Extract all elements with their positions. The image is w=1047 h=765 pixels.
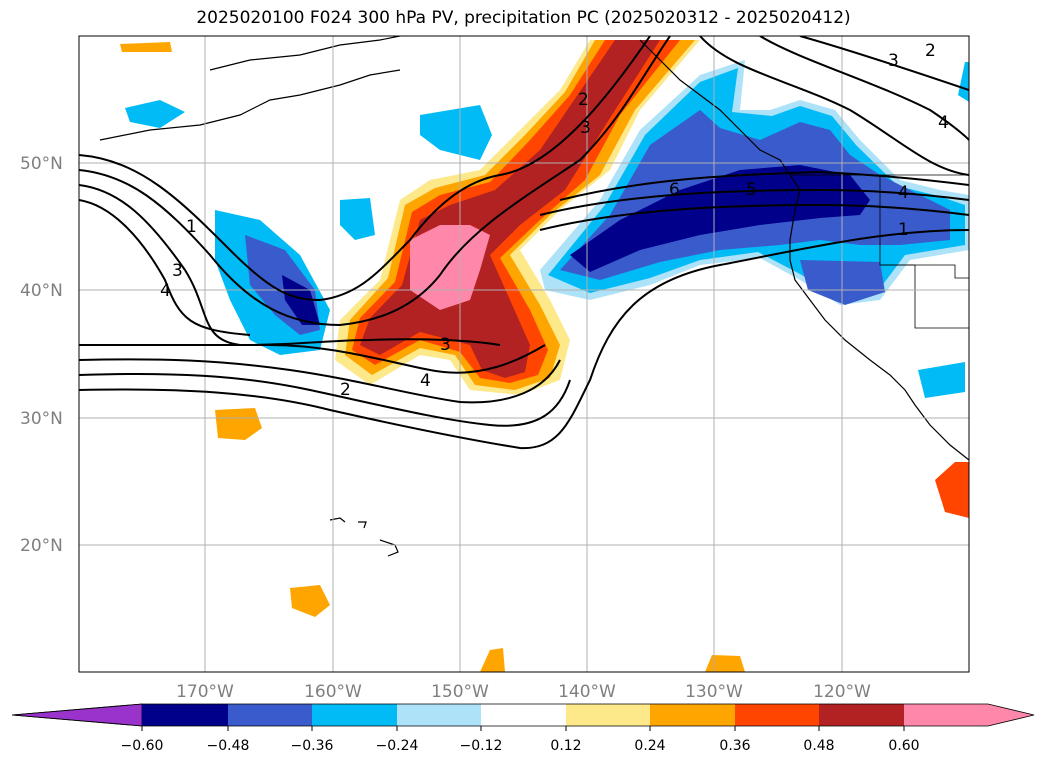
colorbar-label-p036: 0.36 [719, 738, 750, 754]
neg-blob-nw [125, 100, 185, 128]
precip-negative-shading [125, 60, 969, 398]
colorbar-seg-5 [481, 704, 566, 726]
contour-label-2b: 2 [578, 90, 589, 110]
neg-blob-mex [918, 362, 965, 398]
lon-label-130w: 130°W [685, 682, 743, 702]
graticule [79, 36, 969, 672]
pv-contours [79, 36, 969, 450]
colorbar-label-m048: −0.48 [207, 738, 250, 754]
precip-blob-s2 [705, 655, 745, 672]
precip-blob-sw2 [290, 585, 330, 617]
precip-blob-se [935, 462, 969, 518]
colorbar-seg-3 [312, 704, 397, 726]
lon-label-140w: 140°W [558, 682, 616, 702]
lat-label-30n: 30°N [20, 409, 63, 429]
precip-band-pink [410, 225, 490, 310]
colorbar-seg-4 [397, 704, 481, 726]
lon-label-150w: 150°W [431, 682, 489, 702]
colorbar-seg-9 [819, 704, 904, 726]
contour-label-4c: 4 [898, 183, 909, 203]
colorbar-label-m012: −0.12 [460, 738, 503, 754]
contour-label-4: 4 [160, 281, 171, 301]
precip-blob-nw [120, 42, 172, 52]
contour-label-4d: 4 [938, 113, 949, 133]
contour-label-3: 3 [172, 261, 183, 281]
contour-label-1b: 1 [898, 220, 909, 240]
longitude-labels: 170°W 160°W 150°W 140°W 130°W 120°W [176, 682, 871, 702]
lat-label-50n: 50°N [20, 154, 63, 174]
colorbar-label-p012: 0.12 [550, 738, 581, 754]
colorbar-tick-labels: −0.60 −0.48 −0.36 −0.24 −0.12 0.12 0.24 … [121, 738, 920, 754]
colorbar-label-m060: −0.60 [121, 738, 164, 754]
map-frame [78, 35, 970, 673]
colorbar: −0.60 −0.48 −0.36 −0.24 −0.12 0.12 0.24 … [11, 703, 1035, 754]
colorbar-seg-6 [566, 704, 650, 726]
lon-label-170w: 170°W [176, 682, 234, 702]
colorbar-label-p048: 0.48 [803, 738, 834, 754]
colorbar-ticks [141, 726, 905, 731]
colorbar-seg-2 [228, 704, 312, 726]
contour-labels: 1 3 4 3 2 4 2 3 6 5 4 1 3 2 4 [160, 41, 949, 400]
contour-label-1: 1 [186, 217, 197, 237]
lon-label-160w: 160°W [304, 682, 362, 702]
colorbar-label-m024: −0.24 [376, 738, 419, 754]
contour-label-6: 6 [669, 180, 680, 200]
map-title: 2025020100 F024 300 hPa PV, precipitatio… [196, 8, 851, 28]
neg-blob-n2 [340, 198, 375, 240]
precip-blob-s [480, 648, 505, 672]
contour-label-4b: 4 [420, 371, 431, 391]
neg-blob-n [420, 105, 492, 160]
neg-blob-w-navy [282, 275, 320, 325]
map-plot-area: 1 3 4 3 2 4 2 3 6 5 4 1 3 2 4 [79, 36, 969, 672]
colorbar-extend-high [904, 704, 1034, 726]
lon-label-120w: 120°W [813, 682, 871, 702]
colorbar-label-p060: 0.60 [888, 738, 919, 754]
latitude-labels: 50°N 40°N 30°N 20°N [20, 154, 63, 556]
colorbar-extend-low [11, 703, 143, 727]
colorbar-label-m036: −0.36 [291, 738, 334, 754]
contour-label-2: 2 [340, 380, 351, 400]
colorbar-seg-1 [142, 704, 228, 726]
contour-label-5: 5 [746, 180, 757, 200]
colorbar-seg-7 [650, 704, 735, 726]
colorbar-seg-8 [735, 704, 819, 726]
contour-label-2c: 2 [925, 41, 936, 61]
contour-label-3d: 3 [888, 51, 899, 71]
contour-label-3b: 3 [440, 335, 451, 355]
coastlines [99, 36, 969, 557]
precip-blob-sw [215, 408, 262, 440]
neg-band-navy [570, 165, 870, 272]
contour-label-3c: 3 [580, 118, 591, 138]
colorbar-label-p024: 0.24 [634, 738, 665, 754]
lat-label-40n: 40°N [20, 281, 63, 301]
lat-label-20n: 20°N [20, 536, 63, 556]
neg-blob-ne [958, 62, 969, 102]
